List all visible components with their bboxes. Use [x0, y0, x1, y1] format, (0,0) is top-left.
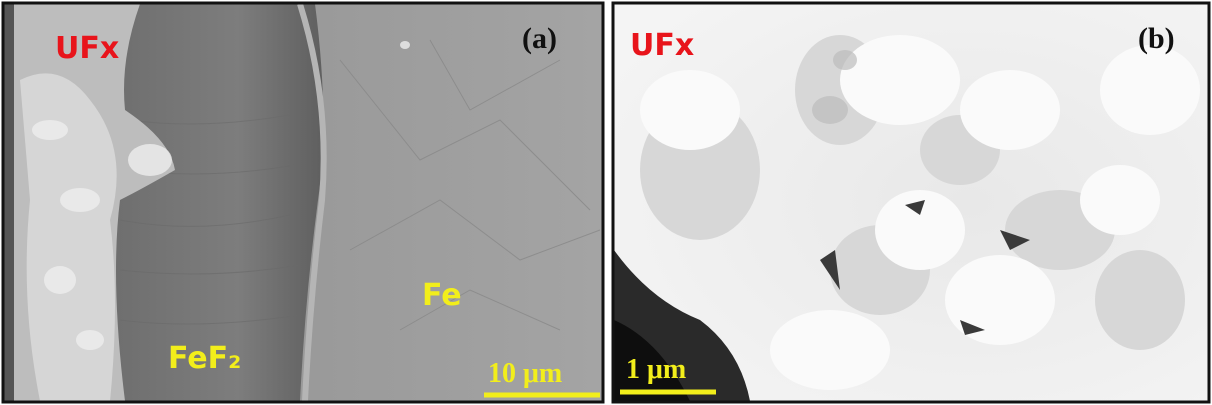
scale-bar-label: 10 μm: [488, 358, 562, 389]
panel-b-image: [614, 4, 1208, 401]
annotation: FeF₂: [168, 341, 241, 376]
panel-b-border: [611, 1, 1211, 404]
panel-a-border: [1, 1, 605, 404]
panel-a-image: [4, 4, 602, 401]
panel-label: (b): [1138, 22, 1175, 55]
annotation: Fe: [422, 278, 462, 313]
annotation: UFx: [55, 31, 119, 66]
scale-bar-label: 1 μm: [626, 354, 686, 385]
annotation: UFx: [630, 28, 694, 63]
panel-label: (a): [522, 22, 557, 55]
